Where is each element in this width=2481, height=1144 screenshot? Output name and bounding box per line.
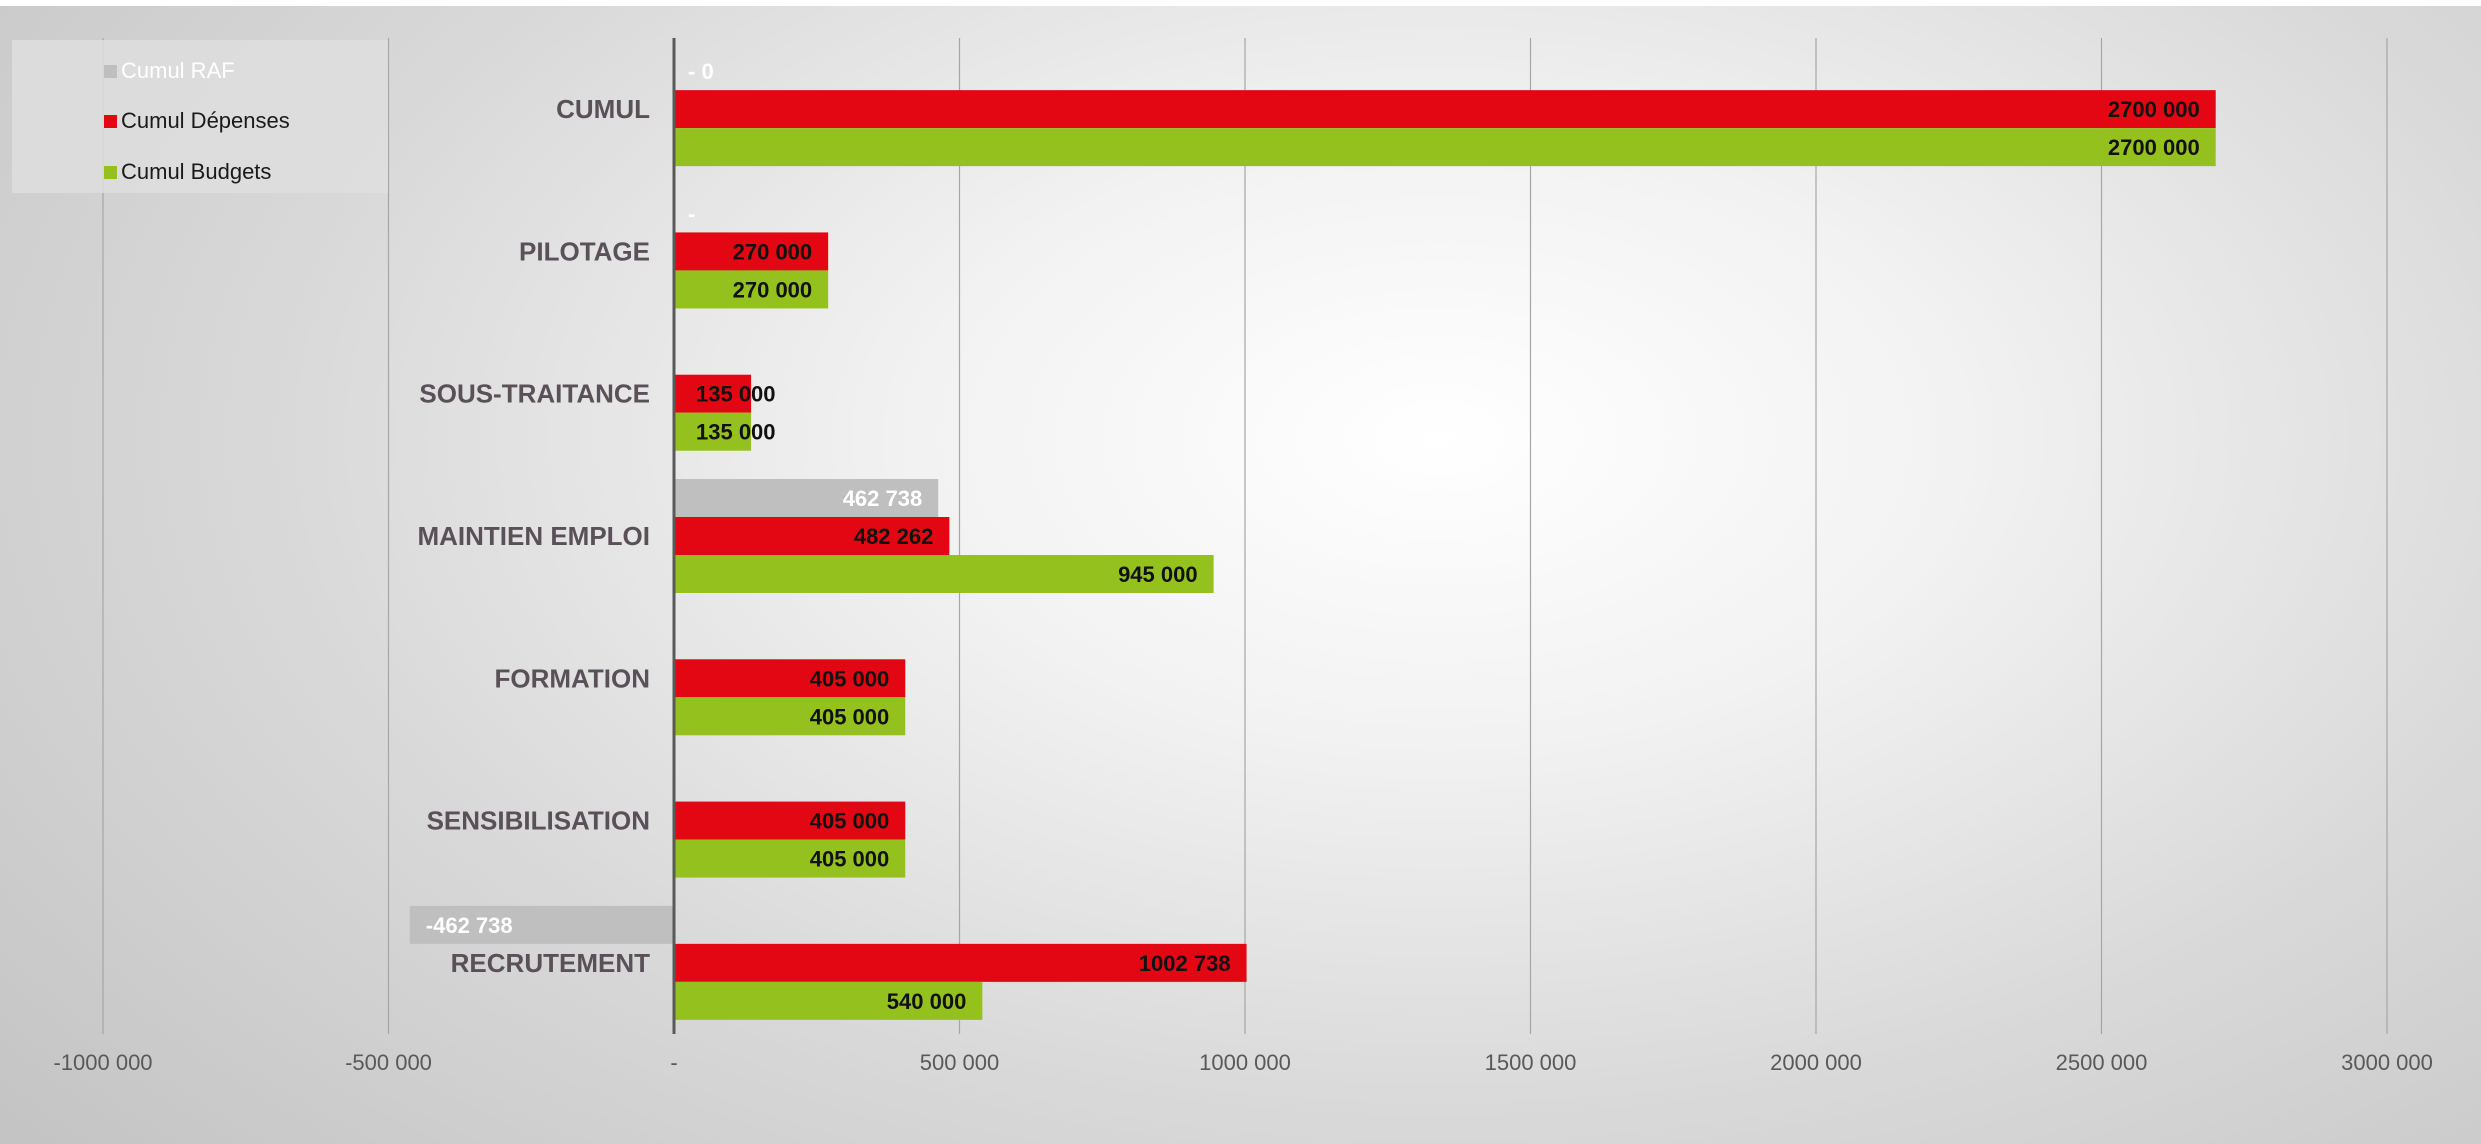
category-label-4: FORMATION [495, 663, 651, 693]
x-tick-label-7: 2500 000 [2056, 1050, 2148, 1075]
legend-label-raf: Cumul RAF [121, 58, 235, 83]
data-label-budgets-1: 270 000 [733, 277, 813, 302]
bar-depenses-1 [674, 232, 829, 271]
data-label-budgets-2: 135 000 [696, 420, 776, 445]
bar-budgets-1 [674, 270, 829, 309]
legend-swatch-raf [104, 64, 117, 78]
data-label-budgets-3: 945 000 [1118, 562, 1198, 587]
x-tick-label-0: -1000 000 [53, 1050, 152, 1075]
x-tick-label-1: -500 000 [345, 1050, 432, 1075]
bar-depenses-6 [674, 943, 1247, 982]
legend: Cumul RAF Cumul Dépenses Cumul Budgets [12, 40, 388, 193]
legend-label-budgets: Cumul Budgets [121, 159, 272, 184]
chart-area: -1000 000 -500 000-500 000 1000 000 1500 00… [0, 6, 2481, 1144]
data-label-budgets-5: 405 000 [810, 847, 890, 872]
data-label-depenses-4: 405 000 [810, 666, 890, 691]
bar-raf-6 [409, 905, 674, 944]
x-tick-label-2: - [670, 1050, 677, 1075]
data-label-depenses-6: 1002 738 [1139, 951, 1231, 976]
bar-budgets-2 [674, 412, 752, 451]
data-label-depenses-1: 270 000 [733, 239, 813, 264]
x-tick-label-5: 1500 000 [1485, 1050, 1577, 1075]
data-label-depenses-5: 405 000 [810, 809, 890, 834]
data-label-raf-0: - 0 [688, 59, 714, 84]
bar-budgets-3 [674, 555, 1214, 593]
category-label-2: SOUS-TRAITANCE [419, 379, 650, 409]
legend-item-depenses: Cumul Dépenses [104, 108, 290, 134]
bar-budgets-4 [674, 697, 906, 736]
bar-chart: -1000 000 -500 000-500 000 1000 000 1500 00… [53, 38, 2433, 1075]
data-label-budgets-0: 2700 000 [2108, 135, 2200, 160]
data-label-budgets-4: 405 000 [810, 704, 890, 729]
bar-budgets-5 [674, 839, 906, 878]
category-label-1: PILOTAGE [519, 236, 650, 266]
bar-depenses-4 [674, 659, 906, 698]
category-label-5: SENSIBILISATION [427, 806, 650, 836]
legend-swatch-depenses [104, 114, 117, 128]
category-label-3: MAINTIEN EMPLOI [417, 521, 650, 551]
category-label-0: CUMUL [556, 94, 650, 124]
category-label-6: RECRUTEMENT [451, 948, 650, 978]
bar-depenses-5 [674, 801, 906, 840]
x-tick-label-6: 2000 000 [1770, 1050, 1862, 1075]
legend-label-depenses: Cumul Dépenses [121, 108, 290, 133]
bar-depenses-2 [674, 374, 752, 413]
x-tick-label-4: 1000 000 [1199, 1050, 1291, 1075]
bar-budgets-0 [674, 128, 2216, 167]
legend-item-raf: Cumul RAF [104, 58, 235, 84]
bar-depenses-3 [674, 517, 950, 555]
legend-item-budgets: Cumul Budgets [104, 159, 271, 185]
data-label-raf-3: 462 738 [843, 486, 923, 511]
x-tick-label-3: 500 000 [920, 1050, 1000, 1075]
data-label-depenses-3: 482 262 [854, 524, 934, 549]
bar-depenses-0 [674, 90, 2216, 129]
x-tick-label-8: 3000 000 [2341, 1050, 2433, 1075]
data-label-raf-6: -462 738 [426, 913, 513, 938]
data-label-budgets-6: 540 000 [887, 989, 967, 1014]
bar-budgets-6 [674, 981, 983, 1020]
data-label-depenses-0: 2700 000 [2108, 97, 2200, 122]
data-label-raf-1: - [688, 201, 695, 226]
data-label-depenses-2: 135 000 [696, 382, 776, 407]
bar-raf-3 [674, 479, 939, 517]
legend-swatch-budgets [104, 165, 117, 179]
